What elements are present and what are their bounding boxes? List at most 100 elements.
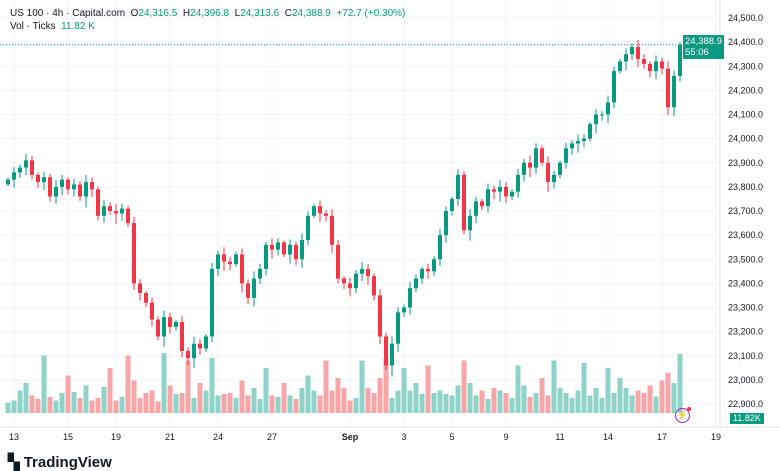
x-tick-label: 3	[401, 432, 406, 442]
candle-body	[486, 189, 490, 207]
volume-bar	[491, 388, 497, 413]
volume-bar	[53, 400, 59, 413]
candle-body	[168, 317, 172, 327]
volume-bar	[287, 395, 293, 413]
close-label: C	[284, 8, 292, 19]
volume-bar	[293, 399, 299, 413]
lightning-icon[interactable]: ⚡	[675, 407, 691, 423]
volume-bar	[647, 385, 653, 413]
symbol-label[interactable]: US 100 · 4h · Capital.com	[10, 8, 126, 19]
volume-bar	[425, 365, 431, 413]
volume-label[interactable]: Vol · Ticks	[10, 21, 56, 32]
x-tick-label: 24	[213, 432, 223, 442]
candle-body	[414, 278, 418, 289]
price-chart[interactable]: 24,500.0 24,400.0 24,300.0 24,200.0 24,100.0…	[0, 0, 780, 445]
y-tick-label: 23,700.0	[728, 206, 763, 216]
candle-body	[114, 211, 118, 214]
candle-body	[432, 259, 436, 272]
candle-body	[252, 278, 256, 298]
x-tick-label: 11	[555, 432, 564, 442]
volume-bar	[401, 368, 407, 413]
volume-bar	[551, 360, 557, 413]
candle-body	[318, 206, 322, 214]
volume-bar	[413, 383, 419, 413]
candle-body	[156, 319, 160, 337]
volume-bar	[449, 395, 455, 413]
candle-body	[120, 208, 124, 214]
low-label: L	[234, 8, 241, 19]
volume-bar	[239, 380, 245, 413]
volume-bar	[431, 393, 437, 413]
volume-bar	[347, 400, 353, 413]
candle-body	[312, 206, 316, 216]
volume-bar	[101, 387, 107, 413]
y-tick-label: 23,000.0	[728, 375, 763, 385]
candle-body	[306, 215, 310, 240]
x-tick-label: 9	[503, 432, 508, 442]
volume-bar	[143, 393, 149, 413]
volume-bar	[437, 390, 443, 413]
candle-body	[48, 177, 52, 197]
y-tick-label: 23,900.0	[728, 158, 763, 168]
candle-body	[354, 273, 358, 289]
volume-bar	[665, 373, 671, 413]
volume-bar	[197, 383, 203, 413]
candle-body	[504, 186, 508, 197]
candle-body	[522, 162, 526, 175]
volume-bar	[359, 360, 365, 413]
volume-bar	[623, 388, 629, 413]
volume-bar	[311, 390, 317, 413]
x-tick-label: 27	[267, 432, 277, 442]
candle-body	[126, 208, 130, 224]
candle-body	[234, 254, 238, 265]
y-tick-label: 22,900.0	[728, 399, 763, 409]
x-tick-label: 15	[63, 432, 73, 442]
candle-body	[576, 141, 580, 144]
volume-bar	[527, 397, 533, 413]
candle-body	[192, 343, 196, 359]
volume-bar	[161, 353, 167, 413]
volume-bar	[533, 393, 539, 413]
candle-body	[618, 61, 622, 72]
volume-bar	[131, 380, 137, 413]
y-tick-label: 23,800.0	[728, 182, 763, 192]
volume-bar	[227, 393, 233, 413]
chart-legend: US 100 · 4h · Capital.com O24,316.5 H24,…	[10, 7, 405, 33]
candle-body	[132, 223, 136, 284]
candle-body	[642, 59, 646, 64]
candle-body	[438, 235, 442, 260]
logo-text: TradingView	[23, 454, 112, 471]
candle-body	[336, 244, 340, 279]
volume-bar	[113, 400, 119, 413]
volume-bar	[269, 395, 275, 413]
y-tick-label: 24,000.0	[728, 134, 763, 144]
volume-bar	[209, 358, 215, 413]
last-volume-label: 11.82K	[730, 413, 764, 424]
y-tick-label: 23,500.0	[728, 254, 763, 264]
tradingview-logo[interactable]: ▚ TradingView	[8, 453, 112, 471]
y-tick-label: 24,200.0	[728, 85, 763, 95]
volume-bar	[335, 378, 341, 413]
candle-body	[138, 283, 142, 294]
candle-body	[408, 288, 412, 308]
candle-body	[144, 293, 148, 303]
low-value: 24,313.6	[240, 8, 280, 19]
candle-body	[222, 254, 226, 262]
volume-value: 11.82 K	[61, 21, 95, 32]
candle-body	[66, 179, 70, 190]
candle-body	[540, 148, 544, 163]
candle-body	[480, 201, 484, 207]
candle-body	[672, 75, 676, 108]
candle-body	[384, 336, 388, 366]
x-tick-label: 5	[449, 432, 454, 442]
candle-body	[246, 283, 250, 298]
candle-body	[30, 160, 34, 175]
candle-body	[546, 162, 550, 183]
volume-bar	[395, 390, 401, 413]
volume-bar	[377, 378, 383, 413]
candle-body	[342, 278, 346, 284]
volume-bar	[629, 395, 635, 413]
change-value: +72.7 (+0.30%)	[336, 8, 406, 19]
x-tick-label: 13	[9, 432, 19, 442]
candle-body	[390, 343, 394, 366]
